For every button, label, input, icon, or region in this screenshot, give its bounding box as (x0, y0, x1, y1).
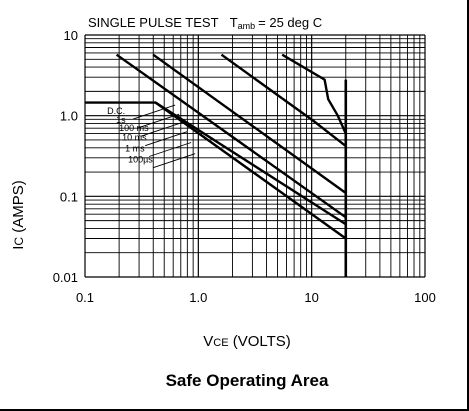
series-lines (85, 53, 348, 277)
x-tick-label: 1.0 (189, 290, 207, 305)
legend-leader (144, 131, 188, 147)
legend-label: 10 ms (122, 133, 147, 143)
y-tick-label: 0.1 (60, 189, 78, 204)
title-t: T (230, 15, 238, 30)
series-line (220, 53, 347, 148)
x-axis-label: VCE (VOLTS) (203, 333, 291, 350)
tick-labels: 0.1 1.0 10 100 0.01 0.1 1.0 10 (53, 28, 436, 305)
title-cond: = 25 deg C (258, 15, 322, 30)
title-amb: amb (238, 21, 256, 31)
xlabel-rest: (VOLTS) (229, 333, 291, 350)
series-line (152, 53, 347, 194)
x-tick-label: 100 (414, 290, 436, 305)
y-tick-label: 0.01 (53, 270, 78, 285)
chart-caption: Safe Operating Area (166, 371, 329, 390)
x-tick-label: 0.1 (76, 290, 94, 305)
legend-label: 1 ms (125, 144, 145, 154)
legend-leader (140, 121, 184, 137)
legend-label: 100 ms (119, 123, 149, 133)
legend-leader (152, 153, 196, 169)
y-axis-label: IC (AMPS) (10, 180, 27, 250)
xlabel-sub: CE (213, 337, 228, 349)
legend-leader (132, 104, 176, 120)
legend-label: D.C. (107, 106, 125, 116)
series-line (154, 101, 347, 226)
x-tick-label: 10 (304, 290, 318, 305)
series-line (281, 53, 347, 135)
xlabel-main: V (203, 333, 213, 350)
legend-leader (136, 113, 180, 129)
legend-leader (148, 142, 192, 157)
ylabel-main: I (10, 246, 27, 250)
legend-label: 100µs (128, 155, 153, 165)
y-tick-label: 10 (64, 28, 78, 43)
y-tick-label: 1.0 (60, 109, 78, 124)
grid (84, 34, 426, 278)
ylabel-sub: C (12, 237, 26, 246)
chart-title: SINGLE PULSE TEST Tamb = 25 deg C (88, 15, 322, 31)
legend-label: 1s (116, 115, 126, 125)
ylabel-rest: (AMPS) (10, 180, 27, 237)
series-line (115, 53, 347, 219)
title-main: SINGLE PULSE TEST (88, 15, 219, 30)
